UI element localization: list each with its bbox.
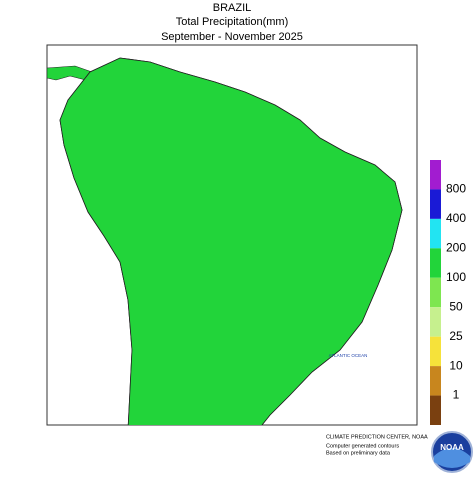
legend-label: 25	[449, 329, 463, 343]
legend-swatch	[430, 307, 441, 337]
legend-swatch	[430, 277, 441, 308]
footer-line: Computer generated contours	[326, 443, 399, 449]
ocean-label: ATLANTIC OCEAN	[329, 353, 368, 358]
subtitle: Total Precipitation(mm)	[176, 16, 288, 28]
legend: 800 400 200 100 50 25 10 1	[430, 160, 466, 425]
legend-swatch	[430, 189, 441, 219]
legend-swatch	[430, 248, 441, 278]
legend-label: 1	[453, 388, 460, 402]
legend-swatch	[430, 395, 441, 425]
noaa-logo: NOAA	[431, 431, 473, 473]
legend-swatch	[430, 218, 441, 249]
footer-line: CLIMATE PREDICTION CENTER, NOAA	[326, 434, 428, 440]
logo-text: NOAA	[440, 443, 464, 452]
title: BRAZIL	[213, 2, 252, 14]
legend-label: 100	[446, 270, 466, 284]
legend-label: 800	[446, 182, 466, 196]
legend-label: 400	[446, 211, 466, 225]
central-america	[47, 65, 93, 81]
map: ATLANTIC OCEAN	[46, 44, 418, 426]
legend-swatch	[430, 336, 441, 367]
legend-swatch	[430, 366, 441, 396]
legend-label: 200	[446, 241, 466, 255]
period: September - November 2025	[161, 31, 303, 43]
legend-swatch	[430, 160, 441, 190]
footer-line: Based on preliminary data	[326, 450, 391, 456]
legend-label: 50	[449, 299, 463, 313]
legend-label: 10	[449, 358, 463, 372]
